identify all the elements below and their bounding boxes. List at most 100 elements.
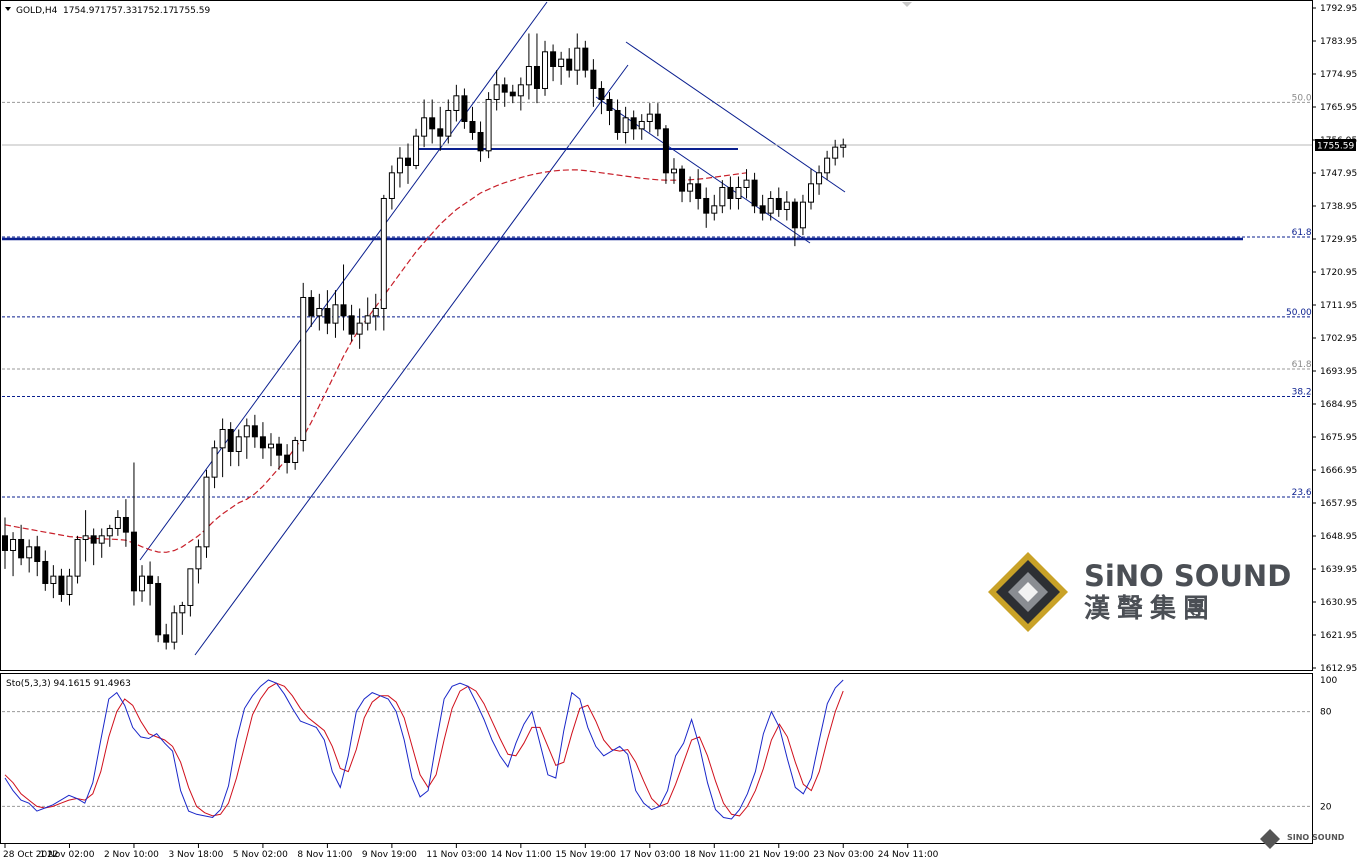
candle xyxy=(308,290,315,327)
time-tick-label: 11 Nov 03:00 xyxy=(426,850,487,860)
candle-body xyxy=(187,568,194,606)
candle xyxy=(413,128,420,170)
candle xyxy=(42,550,49,591)
candle xyxy=(808,169,814,210)
candle-body xyxy=(566,58,573,71)
candle-body xyxy=(413,135,420,166)
candle xyxy=(10,532,17,577)
candle xyxy=(775,187,782,217)
candle xyxy=(630,110,637,140)
candle-body xyxy=(380,197,387,309)
candle-body xyxy=(711,205,718,214)
chart-shift-marker xyxy=(902,2,912,7)
candle xyxy=(147,561,154,606)
candle-body xyxy=(114,516,121,529)
candle-body xyxy=(485,98,492,152)
candle xyxy=(695,169,702,210)
candle xyxy=(832,139,839,166)
candle-body xyxy=(324,307,331,324)
candle xyxy=(171,605,178,650)
candle xyxy=(50,565,57,599)
candle xyxy=(743,169,750,199)
candle-body xyxy=(284,454,291,463)
candle-body xyxy=(130,531,137,592)
candle-body xyxy=(348,315,355,335)
ohlc-high: 1757.33 xyxy=(100,6,137,16)
candle-body xyxy=(703,197,710,214)
fibonacci-levels: 50.0 61.8 50.00 61.8 38.2 23.6 xyxy=(2,93,1312,498)
candle xyxy=(195,539,202,584)
candle-body xyxy=(477,131,484,152)
brand-en-text: SiNO SOUND xyxy=(1084,559,1291,593)
dropdown-triangle-icon[interactable] xyxy=(5,7,11,11)
candle xyxy=(429,99,436,144)
candles-layer xyxy=(2,33,847,650)
candle xyxy=(759,194,766,221)
candle xyxy=(292,436,299,470)
candle-body xyxy=(751,179,758,207)
candle-body xyxy=(550,51,557,67)
candle xyxy=(227,422,234,467)
candle-body xyxy=(82,535,89,540)
candle-body xyxy=(743,179,750,188)
candle-body xyxy=(147,575,154,584)
fib-level-label: 50.0 xyxy=(1292,93,1312,103)
candle-body xyxy=(276,443,283,456)
candle xyxy=(187,568,194,617)
candle-body xyxy=(727,186,734,199)
candle xyxy=(316,293,323,331)
candle xyxy=(638,114,645,140)
candle xyxy=(340,264,347,331)
candle-body xyxy=(50,575,57,584)
stoch-level-label: 80 xyxy=(1320,708,1332,718)
price-tick-label: 1630.95 xyxy=(1320,598,1357,608)
moving-average-layer xyxy=(4,169,747,553)
candle xyxy=(799,194,806,236)
corner-logo-icon xyxy=(1260,829,1280,849)
candle-body xyxy=(662,128,669,174)
candle xyxy=(82,510,89,562)
candle-body xyxy=(372,307,379,317)
candle-body xyxy=(300,296,307,441)
candle xyxy=(783,191,790,221)
candle xyxy=(388,165,395,210)
candle xyxy=(816,165,823,195)
candle-body xyxy=(719,186,726,207)
candle xyxy=(18,524,25,566)
price-tick-label: 1612.95 xyxy=(1320,664,1357,674)
candle xyxy=(372,293,379,331)
candle xyxy=(654,103,661,137)
price-tick-label: 1693.95 xyxy=(1320,367,1357,377)
candle xyxy=(533,33,540,104)
candle-body xyxy=(396,157,403,174)
indicator-pane-frame xyxy=(0,673,1313,844)
price-tick-label: 1639.95 xyxy=(1320,565,1357,575)
candle xyxy=(477,121,484,162)
candle-body xyxy=(598,87,605,100)
candle-body xyxy=(195,546,202,570)
candle xyxy=(703,187,710,228)
candle-body xyxy=(34,546,41,562)
brand-zh-text: 漢聲集團 xyxy=(1084,593,1216,624)
candle xyxy=(203,469,210,558)
symbol-label: GOLD,H4 xyxy=(16,6,58,16)
candle-body xyxy=(388,172,395,199)
candle xyxy=(34,535,41,577)
candle xyxy=(767,191,774,221)
candle xyxy=(646,103,653,133)
candle xyxy=(276,436,283,470)
price-tick-label: 1747.95 xyxy=(1320,169,1357,179)
time-tick-label: 1 Nov 02:00 xyxy=(39,850,94,860)
candle-body xyxy=(542,51,549,89)
time-tick-label: 14 Nov 11:00 xyxy=(491,850,552,860)
candle xyxy=(66,568,73,606)
candle-body xyxy=(308,296,315,317)
candle xyxy=(493,70,500,111)
candle xyxy=(550,44,557,82)
candle-body xyxy=(799,201,806,229)
candle xyxy=(396,147,403,188)
candle xyxy=(582,40,589,78)
candle xyxy=(824,150,831,181)
time-tick-label: 24 Nov 11:00 xyxy=(878,850,939,860)
